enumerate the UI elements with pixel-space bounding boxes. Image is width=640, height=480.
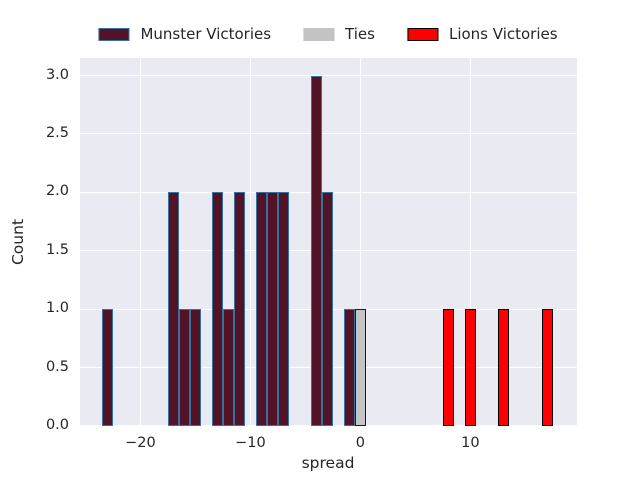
y-tick-label: 0.0	[45, 417, 69, 433]
histogram-bar-munster-victories	[167, 192, 179, 426]
legend-item-munster-victories: Munster Victories	[98, 25, 271, 43]
legend-item-lions-victories: Lions Victories	[406, 25, 558, 43]
histogram-bar-munster-victories	[255, 192, 267, 426]
histogram-bar-munster-victories	[211, 192, 223, 426]
gridline-vertical	[359, 58, 361, 426]
x-tick-label: 0	[355, 435, 365, 451]
y-tick-label: 1.0	[45, 300, 69, 317]
legend: Munster Victories Ties Lions Victories	[98, 25, 558, 43]
munster-victories-swatch-icon	[98, 27, 130, 41]
legend-label-lions-victories: Lions Victories	[448, 25, 558, 43]
y-tick-label: 2.5	[45, 124, 69, 141]
legend-item-ties: Ties	[303, 25, 375, 43]
histogram-bar-munster-victories	[321, 192, 333, 426]
y-tick-label: 3.0	[45, 66, 69, 83]
histogram-bar-munster-victories	[343, 309, 355, 426]
histogram-bar-lions-victories	[541, 309, 553, 426]
histogram-bar-munster-victories	[178, 309, 190, 426]
legend-label-munster-victories: Munster Victories	[140, 25, 272, 43]
y-tick-label: 0.5	[45, 358, 69, 375]
histogram-bar-lions-victories	[442, 309, 454, 426]
x-axis-label: spread	[301, 454, 355, 472]
x-tick-label: 10	[461, 435, 480, 451]
histogram-bar-munster-victories	[222, 309, 234, 426]
gridline-horizontal	[80, 74, 577, 77]
lions-victories-swatch-icon	[406, 27, 438, 41]
plot-area	[80, 58, 577, 427]
x-tick-label: −10	[235, 435, 266, 451]
histogram-bar-munster-victories	[189, 309, 201, 426]
histogram-bar-munster-victories	[277, 192, 289, 426]
histogram-bar-munster-victories	[101, 309, 113, 426]
histogram-bar-lions-victories	[497, 309, 509, 426]
gridline-horizontal	[80, 133, 577, 135]
gridline-horizontal	[80, 191, 577, 193]
y-tick-label: 2.0	[45, 183, 69, 200]
gridline-vertical	[139, 58, 142, 426]
histogram-bar-munster-victories	[310, 75, 322, 426]
histogram-bar-munster-victories	[266, 192, 278, 426]
gridline-vertical	[469, 58, 471, 426]
gridline-vertical	[249, 58, 251, 426]
histogram-bar-munster-victories	[233, 192, 245, 426]
legend-label-ties: Ties	[345, 25, 375, 43]
ties-swatch-icon	[303, 27, 335, 41]
y-tick-label: 1.5	[45, 241, 69, 258]
histogram-bar-lions-victories	[464, 309, 476, 426]
histogram-bar-ties	[354, 309, 366, 426]
x-tick-label: −20	[125, 435, 156, 451]
